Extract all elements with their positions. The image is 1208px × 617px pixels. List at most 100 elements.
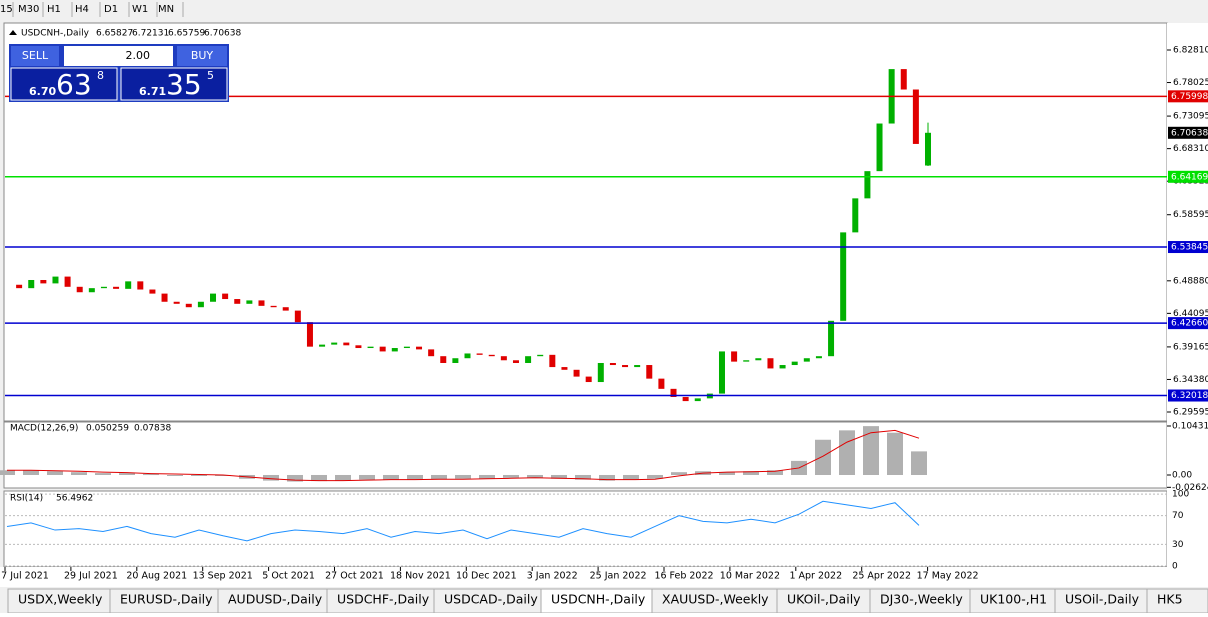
macd-bar	[95, 473, 111, 475]
y-tick-label: 6.73095	[1173, 112, 1208, 122]
candle	[403, 346, 410, 349]
macd-bar	[503, 474, 519, 478]
sell-button[interactable]	[11, 46, 59, 66]
buy-label[interactable]: BUY	[191, 49, 214, 62]
tab[interactable]	[540, 588, 653, 614]
macd-bar	[167, 474, 183, 476]
tab-label[interactable]: USDX,Weekly	[18, 592, 103, 607]
chart-title: USDCNH-,Daily	[21, 29, 90, 39]
ask-box[interactable]	[120, 67, 228, 101]
tab-label[interactable]: USDCHF-,Daily	[337, 592, 430, 607]
bid-big: 6.70	[29, 85, 56, 98]
candle	[549, 354, 556, 368]
timeframe-button[interactable]: H1	[47, 4, 61, 15]
macd-bar	[47, 471, 63, 475]
candle	[912, 89, 919, 144]
candle	[622, 365, 629, 368]
x-tick-label: 25 Apr 2022	[852, 571, 911, 582]
candle	[464, 353, 471, 359]
macd-bar	[887, 432, 903, 475]
macd-bar	[383, 474, 399, 480]
candle	[803, 358, 810, 362]
ohlc-value: 6.65759	[168, 29, 205, 39]
tab[interactable]	[7, 588, 111, 614]
tab-label[interactable]: UK100-,H1	[980, 592, 1047, 607]
macd-bar	[431, 474, 447, 480]
candle	[779, 365, 786, 369]
candle	[64, 276, 71, 287]
ask-point: 5	[207, 69, 214, 82]
buy-button[interactable]	[177, 46, 227, 66]
macd-value: 0.050259	[86, 424, 129, 434]
candle	[246, 300, 253, 304]
tab-label[interactable]: EURUSD-,Daily	[120, 592, 213, 607]
candle	[40, 279, 47, 284]
candle	[428, 349, 435, 357]
x-tick-label: 29 Jul 2021	[64, 571, 118, 582]
candle	[88, 288, 95, 293]
y-tick-label: 6.82810	[1173, 45, 1208, 55]
candle	[331, 342, 338, 345]
tab-label[interactable]: AUDUSD-,Daily	[228, 592, 323, 607]
tab-label[interactable]: USDCAD-,Daily	[444, 592, 538, 607]
sell-label[interactable]: SELL	[22, 49, 49, 62]
candle	[609, 362, 616, 366]
macd-bar	[191, 474, 207, 476]
tab-label[interactable]: HK5	[1157, 592, 1183, 607]
y-tick-label: -0.02624	[1172, 483, 1208, 493]
candle	[282, 307, 289, 311]
candle	[755, 358, 762, 361]
tab-label[interactable]: XAUUSD-,Weekly	[662, 592, 769, 607]
candle	[852, 198, 859, 233]
tab[interactable]	[776, 588, 871, 614]
tab[interactable]	[109, 588, 219, 614]
y-tick-label: 100	[1172, 490, 1189, 500]
y-tick-label: 6.48880	[1173, 276, 1208, 286]
collapse-icon[interactable]	[9, 30, 17, 35]
tab-label[interactable]: UKOil-,Daily	[787, 592, 861, 607]
macd-bar	[623, 474, 639, 480]
ohlc-value: 6.70638	[204, 29, 241, 39]
tab[interactable]	[217, 588, 328, 614]
x-tick-label: 1 Apr 2022	[789, 571, 842, 582]
x-tick-label: 25 Jan 2022	[590, 571, 647, 582]
tab-label[interactable]: USOil-,Daily	[1065, 592, 1140, 607]
candle	[767, 358, 774, 369]
tab-label[interactable]: DJ30-,Weekly	[880, 592, 963, 607]
lots-input[interactable]	[64, 46, 173, 66]
macd-bar	[839, 430, 855, 475]
timeframe-button[interactable]: W1	[132, 4, 148, 15]
macd-bar	[455, 474, 471, 479]
macd-bar	[23, 470, 39, 475]
level-label: 6.42660	[1171, 319, 1208, 329]
lots-value[interactable]: 2.00	[126, 49, 151, 62]
timeframe-button[interactable]: D1	[104, 4, 118, 15]
ohlc-value: 6.72131	[132, 29, 169, 39]
timeframe-button[interactable]: MN	[158, 4, 174, 15]
tab-label[interactable]: USDCNH-,Daily	[551, 592, 646, 607]
candle	[355, 345, 362, 349]
bid-point: 8	[97, 69, 104, 82]
bid-box[interactable]	[10, 67, 118, 101]
candle	[125, 281, 132, 289]
macd-bar	[815, 439, 831, 475]
tab[interactable]	[1146, 588, 1208, 614]
level-label: 6.32018	[1171, 391, 1208, 401]
candle	[343, 342, 350, 346]
macd-bar	[767, 470, 783, 475]
signal-value: 0.07838	[134, 424, 171, 434]
candle	[840, 232, 847, 321]
macd-bar	[575, 474, 591, 480]
candle	[161, 293, 168, 302]
timeframe-button[interactable]: H4	[75, 4, 89, 15]
current-price: 6.70638	[1171, 128, 1208, 138]
timeframe-button[interactable]: M30	[18, 4, 39, 15]
candle	[597, 362, 604, 383]
macd-bar	[599, 474, 615, 481]
y-tick-label: 6.58595	[1173, 210, 1208, 220]
candle	[416, 346, 423, 350]
candle	[925, 132, 931, 166]
timeframe-button[interactable]: 15	[0, 4, 13, 15]
bid-pips: 63	[56, 68, 92, 101]
